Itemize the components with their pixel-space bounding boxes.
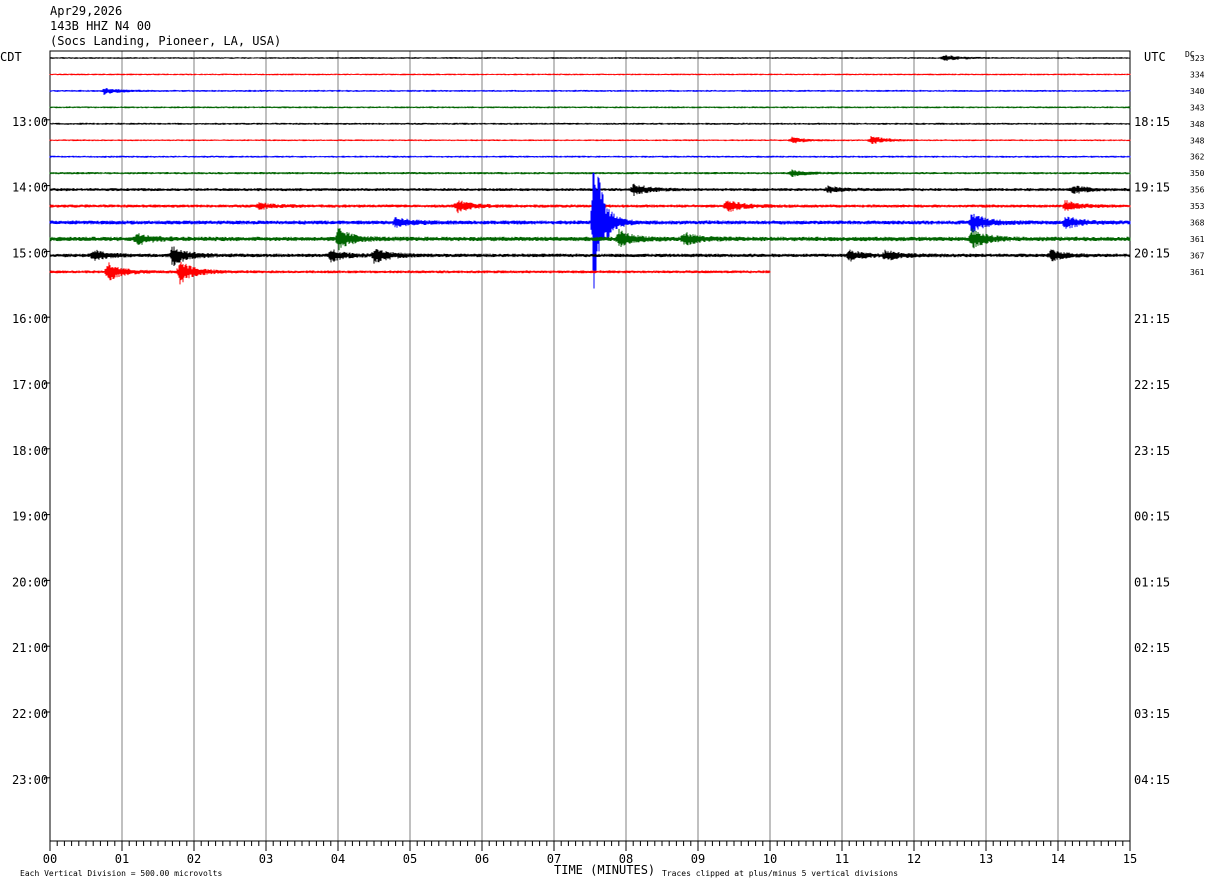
utc-axis: 18:15 19:15 20:15 21:15 22:15 23:15 00:15 01:15… bbox=[1134, 115, 1170, 787]
x-tick-label: 14 bbox=[1051, 852, 1065, 866]
dc-offset-label: 367 bbox=[1190, 251, 1205, 260]
location-label: (Socs Landing, Pioneer, LA, USA) bbox=[50, 34, 282, 48]
x-tick-label: 03 bbox=[259, 852, 273, 866]
cdt-hour-label: 23:00 bbox=[12, 773, 48, 787]
utc-hour-label: 23:15 bbox=[1134, 444, 1170, 458]
division-note: Each Vertical Division = 500.00 microvol… bbox=[20, 869, 222, 878]
cdt-hour-label: 18:00 bbox=[12, 444, 48, 458]
x-axis-title: TIME (MINUTES) bbox=[554, 863, 655, 877]
cdt-axis: 13:00 14:00 15:00 16:00 17:00 18:00 19:00 20:00… bbox=[12, 115, 50, 787]
x-axis: 00 01 02 03 04 05 06 07 08 09 10 11 12 13 14 15 bbox=[43, 841, 1137, 866]
x-tick-label: 08 bbox=[619, 852, 633, 866]
utc-hour-label: 00:15 bbox=[1134, 510, 1170, 524]
trace-line bbox=[49, 88, 1131, 95]
trace-line bbox=[49, 136, 1131, 144]
trace-line bbox=[49, 228, 1131, 251]
x-tick-label: 11 bbox=[835, 852, 849, 866]
trace-line bbox=[49, 106, 1131, 109]
seismic-traces bbox=[49, 54, 1131, 289]
dc-offset-label: 348 bbox=[1190, 136, 1205, 145]
dc-offset-label: 361 bbox=[1190, 268, 1205, 277]
utc-hour-label: 21:15 bbox=[1134, 312, 1170, 326]
utc-hour-label: 04:15 bbox=[1134, 773, 1170, 787]
x-tick-label: 06 bbox=[475, 852, 489, 866]
cdt-hour-label: 21:00 bbox=[12, 641, 48, 655]
utc-hour-label: 01:15 bbox=[1134, 575, 1170, 589]
trace-line bbox=[49, 183, 1131, 196]
x-tick-label: 05 bbox=[403, 852, 417, 866]
x-tick-label: 13 bbox=[979, 852, 993, 866]
dc-offset-label: 356 bbox=[1190, 186, 1205, 195]
dc-offset-label: 343 bbox=[1190, 103, 1205, 112]
dc-offset-label: 368 bbox=[1190, 219, 1205, 228]
utc-hour-label: 22:15 bbox=[1134, 378, 1170, 392]
x-tick-label: 04 bbox=[331, 852, 345, 866]
trace-line bbox=[49, 200, 1131, 214]
station-label: 143B HHZ N4 00 bbox=[50, 19, 152, 33]
dc-offset-label: 350 bbox=[1190, 169, 1205, 178]
utc-hour-label: 02:15 bbox=[1134, 641, 1170, 655]
cdt-hour-label: 16:00 bbox=[12, 312, 48, 326]
clip-note: Traces clipped at plus/minus 5 vertical … bbox=[662, 869, 898, 878]
trace-line bbox=[49, 54, 1131, 61]
x-tick-label: 00 bbox=[43, 852, 57, 866]
dc-label: DC bbox=[1185, 50, 1195, 59]
dc-offset-label: 323 bbox=[1190, 54, 1205, 63]
cdt-hour-label: 20:00 bbox=[12, 575, 48, 589]
plot-frame bbox=[49, 50, 1131, 842]
utc-hour-label: 20:15 bbox=[1134, 246, 1170, 260]
x-tick-label: 15 bbox=[1123, 852, 1137, 866]
grid-lines bbox=[121, 51, 1059, 841]
cdt-hour-label: 14:00 bbox=[12, 181, 48, 195]
trace-line bbox=[49, 246, 1131, 266]
cdt-hour-label: 22:00 bbox=[12, 707, 48, 721]
x-tick-label: 09 bbox=[691, 852, 705, 866]
date-label: Apr29,2026 bbox=[50, 4, 123, 18]
x-tick-label: 12 bbox=[907, 852, 921, 866]
x-tick-label: 01 bbox=[115, 852, 129, 866]
dc-offset-label: 348 bbox=[1190, 120, 1205, 129]
dc-offset-label: 334 bbox=[1190, 70, 1205, 79]
cdt-hour-label: 17:00 bbox=[12, 378, 48, 392]
utc-label: UTC bbox=[1144, 50, 1166, 64]
cdt-hour-label: 13:00 bbox=[12, 115, 48, 129]
trace-line bbox=[49, 122, 1131, 125]
cdt-hour-label: 15:00 bbox=[12, 246, 48, 260]
trace-line bbox=[49, 155, 1131, 158]
dc-offsets: 323 334 340 343 348 348 362 350 356 353 368 361 367 3… bbox=[1190, 54, 1205, 277]
trace-line bbox=[49, 172, 1131, 289]
x-tick-label: 02 bbox=[187, 852, 201, 866]
trace-line bbox=[49, 169, 1131, 177]
cdt-label: CDT bbox=[0, 50, 22, 64]
dc-offset-label: 340 bbox=[1190, 87, 1205, 96]
dc-offset-label: 353 bbox=[1190, 202, 1205, 211]
x-tick-label: 07 bbox=[547, 852, 561, 866]
utc-hour-label: 18:15 bbox=[1134, 115, 1170, 129]
trace-line bbox=[49, 73, 1131, 76]
dc-offset-label: 361 bbox=[1190, 235, 1205, 244]
x-tick-label: 10 bbox=[763, 852, 777, 866]
utc-hour-label: 19:15 bbox=[1134, 181, 1170, 195]
dc-offset-label: 362 bbox=[1190, 153, 1205, 162]
utc-hour-label: 03:15 bbox=[1134, 707, 1170, 721]
cdt-hour-label: 19:00 bbox=[12, 510, 48, 524]
trace-line bbox=[49, 261, 771, 285]
